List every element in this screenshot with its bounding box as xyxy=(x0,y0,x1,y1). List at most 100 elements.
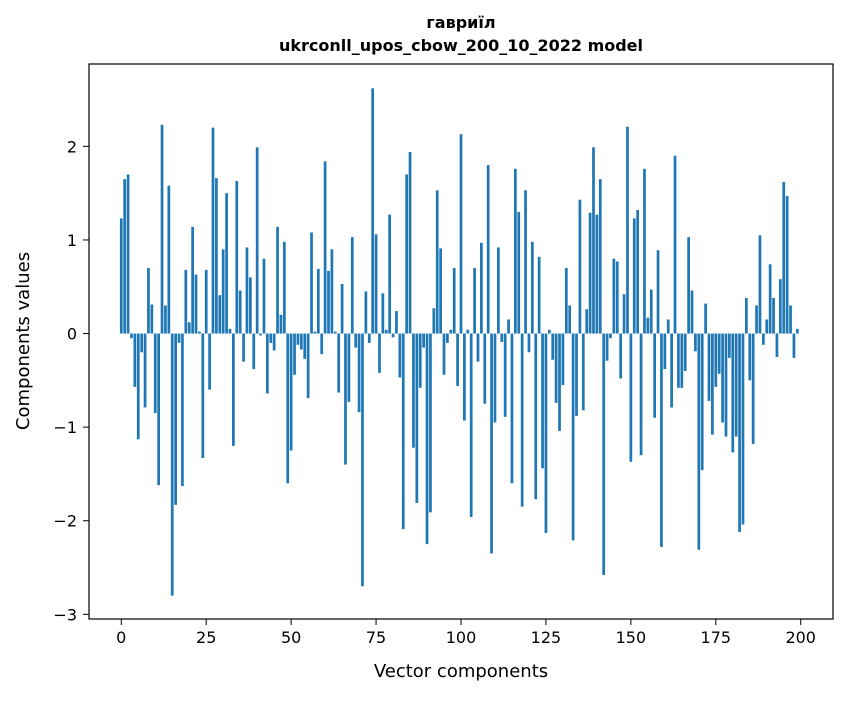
bar-142 xyxy=(602,333,606,576)
bar-189 xyxy=(762,333,765,345)
bar-194 xyxy=(778,279,782,334)
bar-41 xyxy=(259,333,262,336)
bar-78 xyxy=(384,329,388,334)
bar-115 xyxy=(510,333,514,484)
bar-45 xyxy=(272,333,276,351)
bar-156 xyxy=(649,289,653,334)
bar-133 xyxy=(571,333,575,541)
x-tick-label: 75 xyxy=(366,628,386,647)
bar-168 xyxy=(690,290,694,334)
bar-125 xyxy=(544,333,548,533)
bar-104 xyxy=(473,268,476,334)
bar-141 xyxy=(598,179,602,334)
bar-112 xyxy=(500,333,504,342)
bar-57 xyxy=(313,331,317,334)
bar-145 xyxy=(612,258,616,334)
bar-140 xyxy=(595,214,599,334)
bar-47 xyxy=(279,314,283,334)
bar-61 xyxy=(327,270,330,334)
bar-67 xyxy=(347,333,351,402)
bar-107 xyxy=(483,333,487,404)
bar-74 xyxy=(371,88,375,334)
bar-81 xyxy=(395,311,398,334)
bar-199 xyxy=(795,328,799,334)
bar-193 xyxy=(775,333,779,357)
bar-103 xyxy=(469,333,473,517)
bar-173 xyxy=(707,333,711,401)
bar-30 xyxy=(221,249,225,334)
bar-31 xyxy=(225,193,228,334)
bar-138 xyxy=(588,212,592,334)
chart-title-line-2: ukrconll_upos_cbow_200_10_2022 model xyxy=(279,36,643,55)
bar-169 xyxy=(694,333,697,352)
bar-126 xyxy=(547,329,551,334)
bar-174 xyxy=(711,333,714,435)
bar-28 xyxy=(215,178,218,334)
bar-46 xyxy=(276,226,279,334)
bar-105 xyxy=(476,333,480,362)
bar-71 xyxy=(361,333,364,587)
bar-177 xyxy=(721,333,724,423)
bar-99 xyxy=(456,333,459,386)
bar-88 xyxy=(418,333,422,388)
bar-60 xyxy=(323,161,327,334)
bar-182 xyxy=(738,333,741,532)
bar-96 xyxy=(446,333,449,343)
bar-83 xyxy=(401,333,405,530)
bar-49 xyxy=(286,333,290,484)
bar-190 xyxy=(765,319,769,334)
bar-37 xyxy=(245,247,249,334)
bar-178 xyxy=(724,333,728,437)
x-tick-label: 100 xyxy=(446,628,477,647)
bar-87 xyxy=(415,333,419,503)
bar-12 xyxy=(160,124,164,334)
bar-14 xyxy=(167,185,171,334)
bar-98 xyxy=(452,268,456,334)
bar-69 xyxy=(354,333,358,348)
bar-144 xyxy=(609,333,612,339)
bar-66 xyxy=(344,333,347,465)
bar-110 xyxy=(493,333,497,423)
bar-17 xyxy=(177,333,181,343)
bar-48 xyxy=(282,241,286,334)
bar-65 xyxy=(340,283,344,334)
bar-184 xyxy=(745,297,748,334)
bar-118 xyxy=(520,333,524,507)
bar-18 xyxy=(181,333,184,487)
bar-171 xyxy=(700,333,704,471)
bar-39 xyxy=(252,333,256,370)
bar-38 xyxy=(249,277,252,334)
bar-135 xyxy=(578,199,582,334)
bar-82 xyxy=(398,333,402,378)
bar-147 xyxy=(619,333,623,379)
bar-163 xyxy=(673,155,677,334)
bar-153 xyxy=(639,333,643,456)
bar-7 xyxy=(143,333,147,408)
bar-172 xyxy=(704,303,707,334)
bar-16 xyxy=(174,333,177,505)
bar-150 xyxy=(629,333,633,462)
bar-165 xyxy=(680,333,684,388)
bar-181 xyxy=(734,333,738,437)
bar-23 xyxy=(198,331,201,334)
bar-56 xyxy=(310,232,313,334)
bar-183 xyxy=(741,333,745,525)
bar-9 xyxy=(150,304,154,334)
bar-29 xyxy=(218,295,222,334)
bar-19 xyxy=(184,269,188,334)
bar-90 xyxy=(425,333,429,545)
x-tick-label: 175 xyxy=(701,628,732,647)
bar-159 xyxy=(660,333,663,547)
bar-54 xyxy=(303,333,307,359)
bar-152 xyxy=(636,210,640,334)
bar-122 xyxy=(534,333,538,500)
bar-185 xyxy=(748,333,752,381)
bar-80 xyxy=(391,333,395,338)
bar-179 xyxy=(728,333,731,358)
x-tick-label: 125 xyxy=(531,628,562,647)
bar-13 xyxy=(164,305,167,334)
bar-146 xyxy=(615,261,619,334)
bar-89 xyxy=(422,333,425,348)
bar-155 xyxy=(646,317,650,334)
